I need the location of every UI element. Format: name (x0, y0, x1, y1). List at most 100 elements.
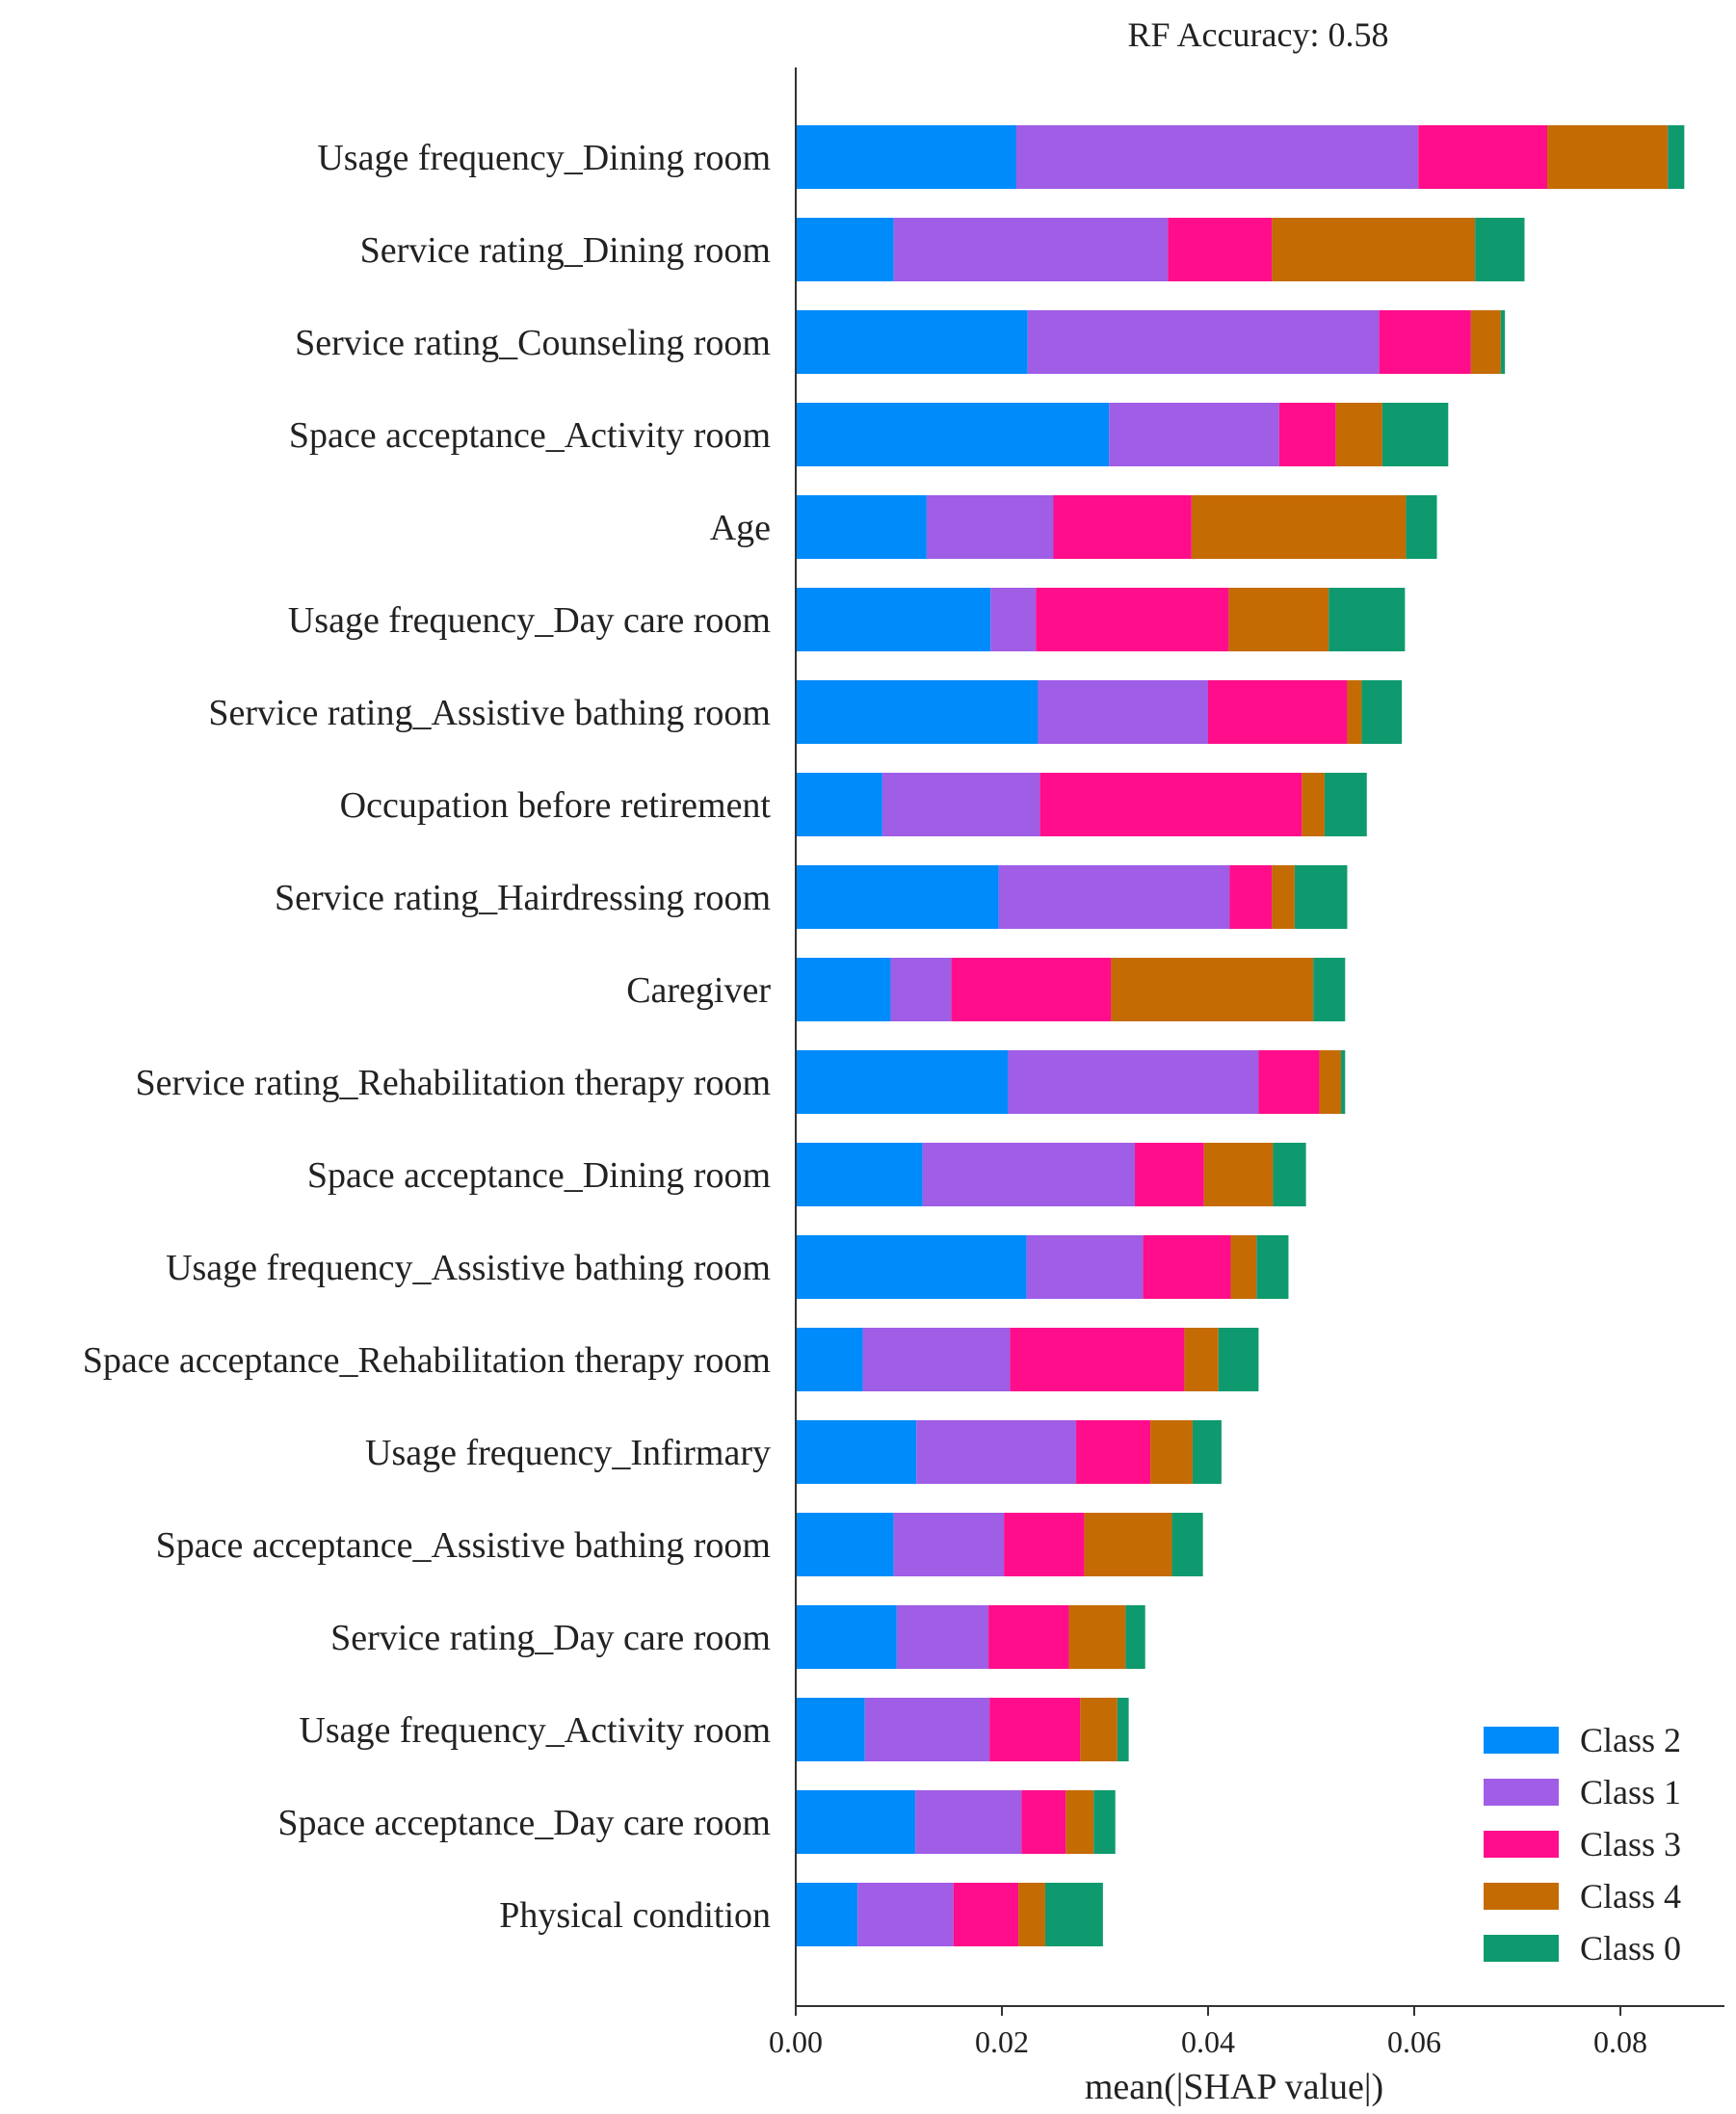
bar-segment-class-3 (1053, 495, 1192, 559)
bar-segment-class-2 (796, 1883, 858, 1946)
category-label: Service rating_Hairdressing room (275, 878, 771, 918)
bar-segment-class-3 (989, 1698, 1081, 1761)
bar-segment-class-1 (857, 1883, 954, 1946)
stacked-bar-row (796, 1605, 1145, 1669)
bar-segment-class-1 (1008, 1050, 1259, 1114)
bar-segment-class-3 (1135, 1143, 1204, 1206)
bar-segment-class-3 (1418, 125, 1548, 189)
bar-segment-class-2 (796, 1143, 923, 1206)
category-label: Age (710, 508, 771, 548)
bar-segment-class-0 (1273, 1143, 1306, 1206)
bar-segment-class-4 (1191, 495, 1407, 559)
category-label: Service rating_Counseling room (295, 323, 771, 363)
bar-segment-class-3 (1010, 1328, 1185, 1391)
bar-segment-class-4 (1068, 1605, 1126, 1669)
category-label: Service rating_Dining room (360, 230, 771, 271)
bar-segment-class-1 (926, 495, 1054, 559)
bar-segment-class-0 (1361, 680, 1403, 744)
stacked-bar-row (796, 1698, 1129, 1761)
stacked-bar-row (796, 1328, 1259, 1391)
bar-segment-class-4 (1111, 958, 1314, 1021)
category-label: Physical condition (499, 1895, 771, 1936)
bar-segment-class-1 (998, 865, 1230, 929)
bar-segment-class-3 (1004, 1513, 1085, 1576)
bar-segment-class-4 (1080, 1698, 1118, 1761)
bar-segment-class-0 (1294, 865, 1348, 929)
legend-label: Class 0 (1580, 1929, 1681, 1968)
bar-segment-class-2 (796, 1790, 916, 1854)
bar-segment-class-0 (1341, 1050, 1346, 1114)
bar-segment-class-1 (922, 1143, 1136, 1206)
legend-label: Class 4 (1580, 1877, 1681, 1916)
bar-segment-class-1 (915, 1790, 1022, 1854)
category-label: Space acceptance_Day care room (277, 1803, 771, 1843)
bar-segment-class-0 (1475, 218, 1525, 281)
bar-segment-class-1 (1026, 1235, 1144, 1299)
stacked-bar-row (796, 1143, 1306, 1206)
bar-segment-class-3 (1379, 310, 1471, 374)
x-tick-label: 0.04 (1181, 2024, 1235, 2059)
stacked-bar-row (796, 1883, 1103, 1946)
bar-segment-class-2 (796, 125, 1016, 189)
bar-segment-class-4 (1335, 403, 1382, 466)
category-label: Service rating_Rehabilitation therapy ro… (135, 1063, 771, 1103)
legend-label: Class 3 (1580, 1825, 1681, 1863)
x-tick-label: 0.00 (769, 2024, 823, 2059)
bar-segment-class-1 (1109, 403, 1279, 466)
bar-segment-class-2 (796, 865, 999, 929)
category-label: Service rating_Assistive bathing room (208, 693, 771, 733)
category-label: Usage frequency_Assistive bathing room (166, 1248, 771, 1288)
category-label: Occupation before retirement (340, 785, 772, 826)
x-tick-label: 0.06 (1387, 2024, 1441, 2059)
bar-segment-class-0 (1256, 1235, 1289, 1299)
legend-label: Class 1 (1580, 1773, 1681, 1811)
bar-segment-class-4 (1347, 680, 1362, 744)
bar-segment-class-3 (1168, 218, 1273, 281)
category-label: Space acceptance_Dining room (307, 1155, 771, 1196)
stacked-bar-row (796, 1050, 1346, 1114)
bar-segment-class-4 (1150, 1420, 1193, 1484)
category-label: Usage frequency_Dining room (317, 138, 771, 178)
bar-segment-class-3 (1021, 1790, 1066, 1854)
bar-segment-class-4 (1084, 1513, 1172, 1576)
x-tick-label: 0.08 (1593, 2024, 1647, 2059)
stacked-bar-row (796, 218, 1525, 281)
bar-segment-class-2 (796, 403, 1110, 466)
bar-segment-class-2 (796, 1420, 917, 1484)
stacked-bar-row (796, 1513, 1203, 1576)
bar-segment-class-3 (1258, 1050, 1320, 1114)
bar-segment-class-2 (796, 310, 1028, 374)
bar-segment-class-4 (1230, 1235, 1257, 1299)
bar-segment-class-3 (1039, 773, 1302, 836)
bar-segment-class-3 (1229, 865, 1273, 929)
bar-segment-class-2 (796, 218, 894, 281)
bar-segment-class-0 (1328, 588, 1406, 651)
bar-segment-class-3 (1208, 680, 1348, 744)
bar-segment-class-0 (1381, 403, 1449, 466)
stacked-bar-row (796, 310, 1506, 374)
bar-segment-class-0 (1668, 125, 1685, 189)
legend-swatch (1484, 1779, 1559, 1806)
bar-segment-class-1 (893, 1513, 1005, 1576)
x-tick-label: 0.02 (975, 2024, 1029, 2059)
stacked-bar-row (796, 1420, 1222, 1484)
bar-segment-class-0 (1044, 1883, 1103, 1946)
bar-segment-class-2 (796, 1235, 1027, 1299)
legend-swatch (1484, 1935, 1559, 1962)
bar-segment-class-1 (1038, 680, 1208, 744)
bar-segment-class-0 (1125, 1605, 1145, 1669)
bar-segment-class-4 (1272, 218, 1476, 281)
stacked-bar-row (796, 125, 1685, 189)
bar-segment-class-2 (796, 958, 891, 1021)
bar-segment-class-3 (1143, 1235, 1231, 1299)
category-labels: Usage frequency_Dining room Service ratin… (83, 138, 772, 1936)
bar-segment-class-2 (796, 1328, 863, 1391)
bar-segment-class-0 (1192, 1420, 1222, 1484)
bar-group (796, 125, 1685, 1946)
bar-segment-class-0 (1313, 958, 1346, 1021)
category-label: Usage frequency_Infirmary (365, 1433, 771, 1473)
legend-swatch (1484, 1883, 1559, 1910)
x-axis-title: mean(|SHAP value|) (1085, 2067, 1383, 2107)
bar-segment-class-4 (1228, 588, 1329, 651)
